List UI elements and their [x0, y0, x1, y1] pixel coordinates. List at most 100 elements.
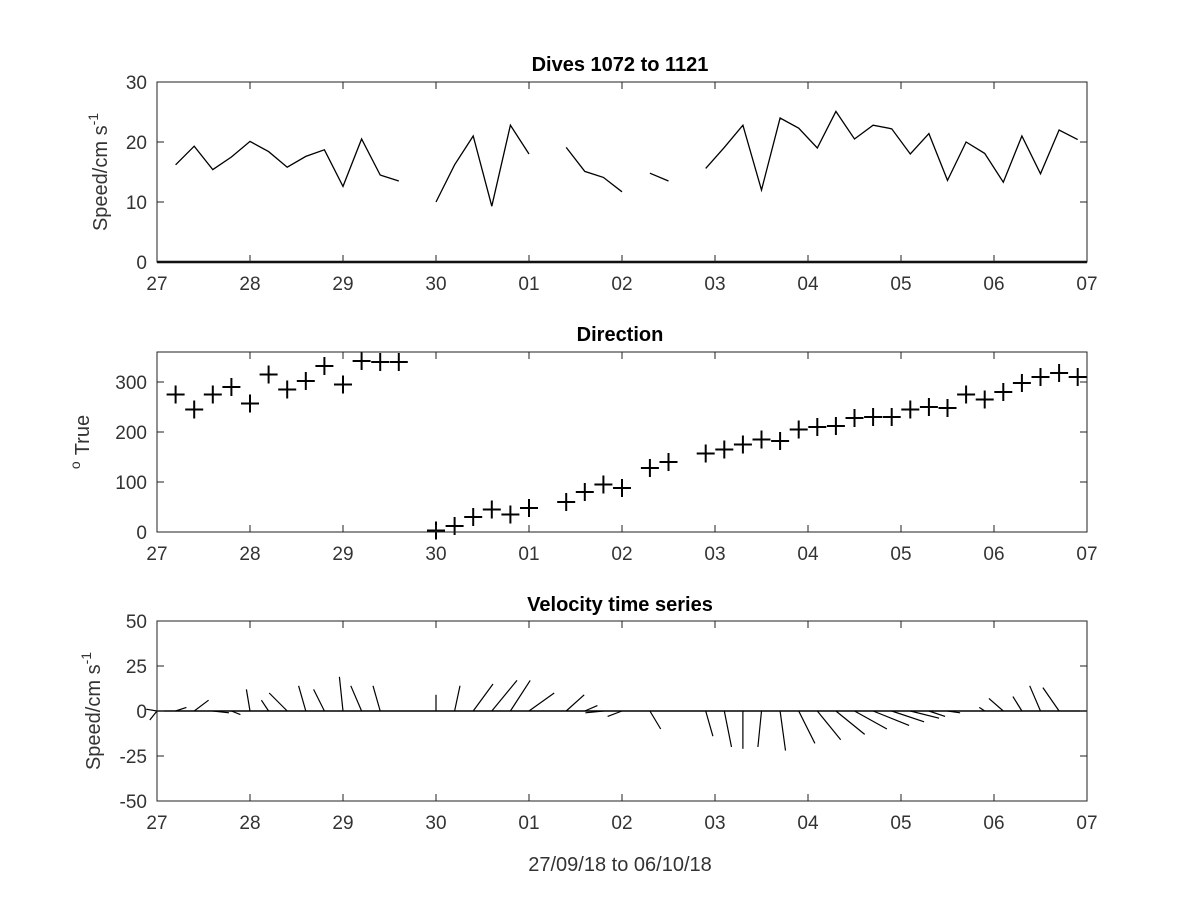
direction-point [826, 417, 845, 435]
velocity-vector [649, 710, 662, 730]
direction-point [938, 399, 957, 417]
velocity-ytick-label: -25 [120, 747, 147, 768]
speed-xtick-label: 06 [983, 274, 1004, 295]
direction-point [808, 418, 827, 436]
velocity-xlabel: 27/09/18 to 06/10/18 [528, 854, 712, 876]
velocity-vector [798, 710, 816, 744]
direction-point [371, 353, 390, 371]
speed-title: Dives 1072 to 1121 [532, 54, 709, 76]
velocity-vector [1042, 687, 1060, 712]
velocity-vector [193, 699, 209, 712]
velocity-vector [607, 710, 623, 717]
direction-point [659, 453, 678, 471]
speed-xtick-label: 28 [239, 274, 260, 295]
direction-point [501, 505, 520, 524]
velocity-xtick-label: 28 [239, 813, 260, 834]
direction-point [882, 408, 901, 426]
velocity-vector [338, 676, 344, 712]
direction-point [771, 432, 790, 450]
velocity-xtick-label: 29 [332, 813, 353, 834]
velocity-vector [947, 710, 961, 714]
speed-xtick-label: 01 [518, 274, 539, 295]
speed-xtick-label: 03 [704, 274, 725, 295]
direction-point [1031, 368, 1050, 386]
velocity-vector [779, 710, 787, 751]
direction-xtick-label: 01 [518, 544, 539, 565]
direction-point [752, 430, 771, 449]
velocity-xtick-label: 06 [983, 813, 1004, 834]
direction-xtick-label: 04 [797, 544, 819, 565]
direction-point [185, 400, 204, 419]
speed-xtick-label: 05 [890, 274, 911, 295]
velocity-ylabel-main: Speed/cm s [83, 664, 105, 770]
direction-point [389, 353, 408, 371]
velocity-vector [705, 710, 714, 737]
direction-point [334, 375, 352, 394]
speed-xtick-label: 07 [1076, 274, 1097, 295]
velocity-xtick-label: 04 [797, 813, 819, 834]
velocity-vector [757, 710, 763, 748]
direction-ytick-label: 300 [115, 373, 147, 394]
speed-xtick-label: 04 [797, 274, 819, 295]
direction-point [994, 383, 1013, 401]
direction-point [789, 420, 808, 439]
velocity-vector [313, 689, 325, 712]
velocity-ytick-label: 25 [126, 657, 147, 678]
speed-series-line [175, 137, 399, 188]
velocity-xtick-label: 01 [518, 813, 539, 834]
direction-point [975, 390, 994, 409]
velocity-xtick-label: 07 [1076, 813, 1097, 834]
direction-xtick-label: 02 [611, 544, 632, 565]
velocity-vector [491, 680, 518, 712]
direction-point [315, 357, 334, 375]
direction-xtick-label: 30 [425, 544, 446, 565]
direction-point [613, 479, 631, 497]
speed-series-line [649, 172, 669, 182]
direction-point [640, 459, 659, 477]
velocity-vector [260, 699, 270, 712]
speed-panel: Dives 1072 to 1121 27 28 29 30 01 02 03 04 05 06 0… [85, 54, 1098, 295]
velocity-ytick-label: 50 [126, 612, 147, 633]
direction-point [166, 385, 185, 404]
direction-point [557, 493, 576, 511]
velocity-vector [835, 710, 866, 735]
speed-ytick-label: 10 [126, 193, 147, 214]
direction-xtick-label: 05 [890, 544, 911, 565]
direction-ytick-label: 100 [115, 473, 147, 494]
direction-xtick-label: 07 [1076, 544, 1097, 565]
velocity-vector [212, 710, 230, 714]
velocity-vector [472, 683, 494, 712]
velocity-vector [245, 689, 251, 712]
velocity-xtick-label: 03 [704, 813, 725, 834]
direction-xtick-label: 03 [704, 544, 725, 565]
velocity-vector [584, 705, 598, 712]
direction-point [464, 508, 483, 526]
speed-xtick-label: 27 [146, 274, 167, 295]
direction-ylabel-main: True [72, 415, 94, 455]
direction-point [715, 440, 734, 459]
direction-point [520, 499, 538, 517]
direction-point [733, 435, 752, 454]
velocity-vector [268, 692, 288, 712]
velocity-vector [454, 685, 461, 712]
direction-point [1068, 368, 1087, 386]
velocity-title: Velocity time series [527, 594, 713, 616]
velocity-ylabel-sup: -1 [78, 652, 94, 665]
direction-point [901, 400, 920, 419]
direction-point [919, 398, 938, 416]
direction-ytick-label: 0 [136, 523, 147, 544]
speed-ytick-label: 30 [126, 73, 147, 94]
velocity-vector [509, 680, 531, 712]
velocity-vector [978, 706, 986, 712]
velocity-ytick-label: -50 [120, 792, 147, 813]
velocity-vector [1012, 696, 1023, 712]
velocity-vector [528, 692, 555, 712]
velocity-vector [350, 685, 363, 712]
speed-xtick-label: 30 [425, 274, 446, 295]
speed-ylabel: Speed/cm s-1 [85, 113, 112, 231]
velocity-panel: Velocity time series 27 28 29 30 01 02 03 04 05 0… [78, 594, 1098, 876]
direction-point [1050, 364, 1069, 382]
direction-panel: Direction 27 28 29 30 01 02 03 04 05 06 07 0 100 200 3… [67, 324, 1098, 565]
velocity-vector [149, 710, 158, 721]
speed-xtick-label: 29 [332, 274, 353, 295]
